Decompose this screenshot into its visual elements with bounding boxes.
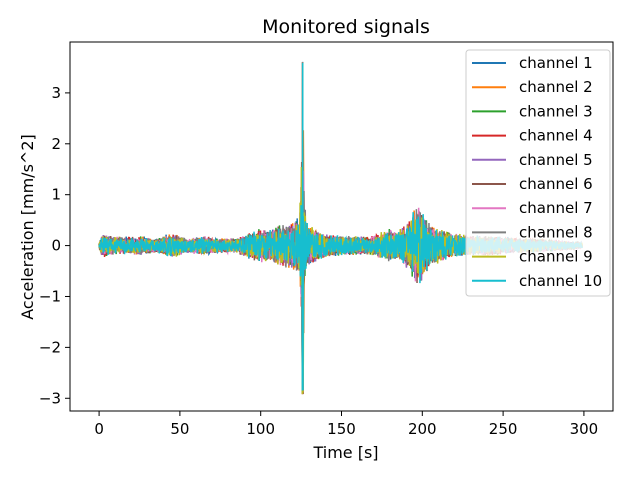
x-tick-label: 250 — [489, 420, 518, 438]
axes: 0 50 100 150 200 250 300 −3 −2 −1 0 1 2 3 — [39, 41, 614, 438]
x-axis-label: Time [s] — [312, 443, 378, 462]
y-axis-label: Acceleration [mm/s^2] — [18, 134, 37, 319]
y-tick-label: −1 — [39, 287, 61, 305]
x-tick-label: 100 — [246, 420, 275, 438]
x-tick-label: 150 — [327, 420, 356, 438]
x-tick-label: 50 — [170, 420, 189, 438]
chart-title: Monitored signals — [262, 16, 430, 38]
y-tick-label: 1 — [51, 186, 61, 204]
legend-label-6: channel 6 — [519, 175, 593, 193]
legend-label-4: channel 4 — [519, 127, 593, 145]
legend-label-5: channel 5 — [519, 151, 593, 169]
legend-label-10: channel 10 — [519, 272, 602, 290]
x-tick-label: 200 — [408, 420, 437, 438]
legend-label-2: channel 2 — [519, 78, 593, 96]
y-tick-label: 2 — [51, 135, 61, 153]
legend-label-1: channel 1 — [519, 54, 593, 72]
legend-label-8: channel 8 — [519, 223, 593, 241]
legend-label-7: channel 7 — [519, 199, 593, 217]
y-tick-label: −3 — [39, 389, 61, 407]
legend-label-9: channel 9 — [519, 248, 593, 266]
y-tick-label: 3 — [51, 84, 61, 102]
x-tick-label: 0 — [94, 420, 104, 438]
y-tick-label: 0 — [51, 237, 61, 255]
legend: channel 1 channel 2 channel 3 channel 4 chan… — [465, 49, 611, 297]
y-tick-label: −2 — [39, 338, 61, 356]
legend-label-3: channel 3 — [519, 102, 593, 120]
x-tick-label: 300 — [570, 420, 599, 438]
